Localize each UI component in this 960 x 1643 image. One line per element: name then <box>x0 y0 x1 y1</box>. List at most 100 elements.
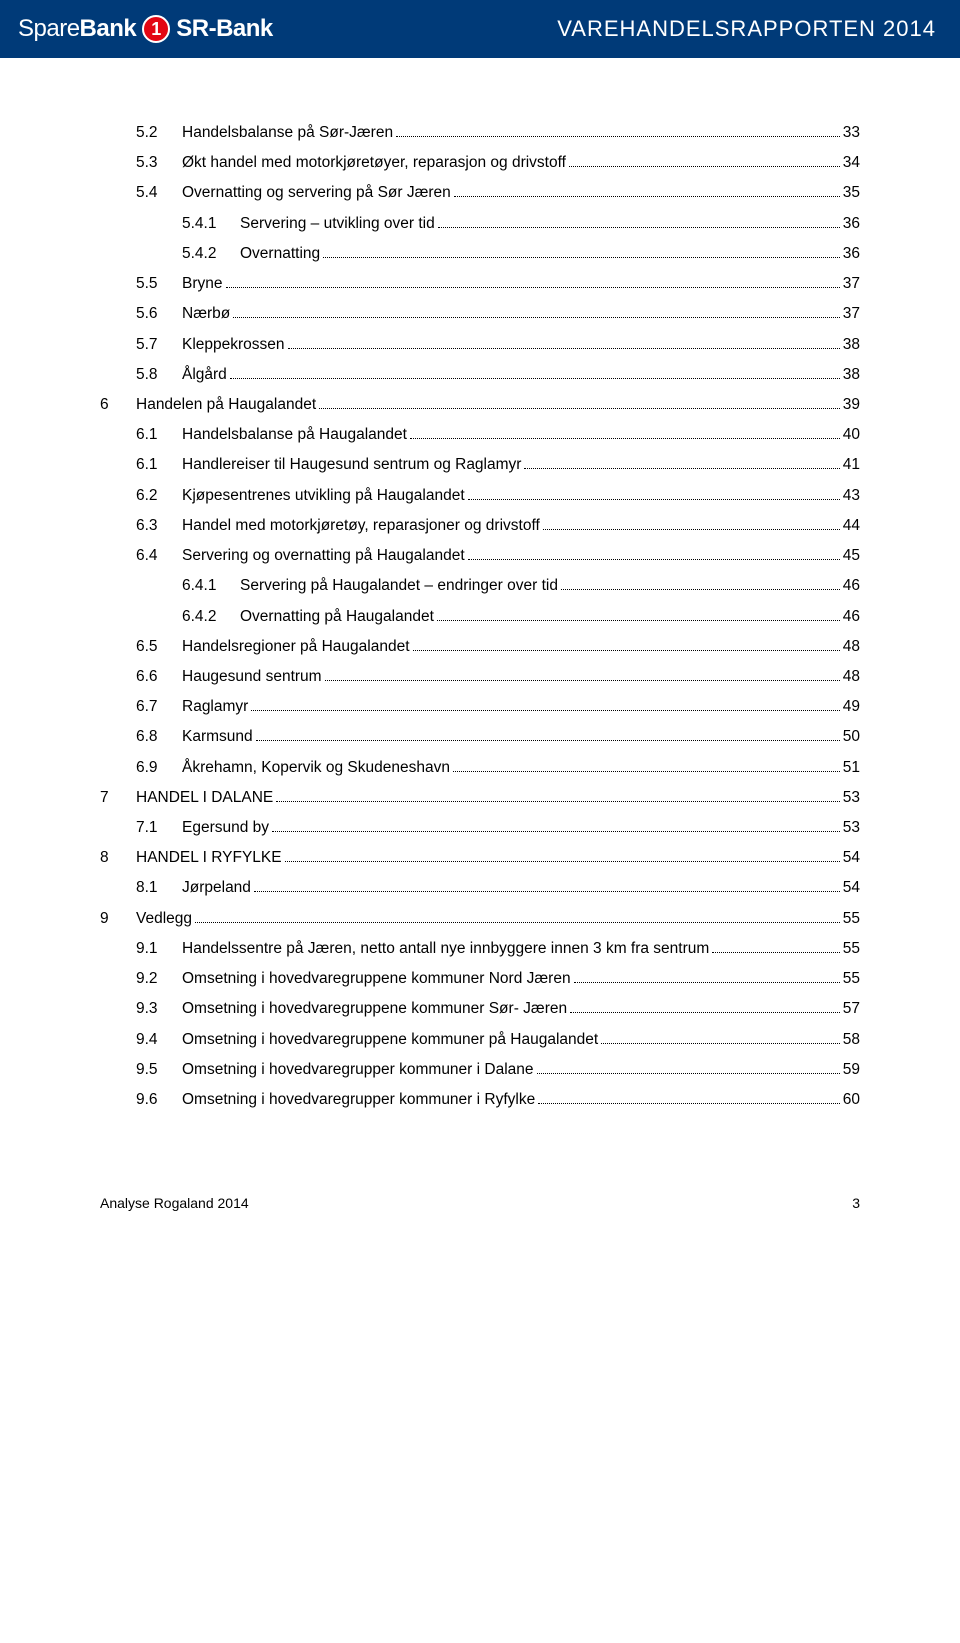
toc-number: 6.4 <box>136 541 182 571</box>
toc-number: 6.4.1 <box>182 571 240 601</box>
toc-leader-dots <box>601 1043 840 1044</box>
toc-title: Handelsbalanse på Sør-Jæren <box>182 118 393 148</box>
toc-page: 57 <box>843 994 860 1024</box>
toc-title: Handelssentre på Jæren, netto antall nye… <box>182 934 709 964</box>
toc-number: 9.2 <box>136 964 182 994</box>
toc-leader-dots <box>543 529 840 530</box>
toc-title: Vedlegg <box>136 904 192 934</box>
toc-leader-dots <box>561 589 840 590</box>
toc-title: Omsetning i hovedvaregrupper kommuner i … <box>182 1055 534 1085</box>
toc-title: Handlereiser til Haugesund sentrum og Ra… <box>182 450 521 480</box>
toc-page: 49 <box>843 692 860 722</box>
toc-entry: 6.2Kjøpesentrenes utvikling på Haugaland… <box>100 481 860 511</box>
toc-leader-dots <box>537 1073 840 1074</box>
toc-entry: 7.1Egersund by53 <box>100 813 860 843</box>
toc-number: 5.3 <box>136 148 182 178</box>
toc-page: 38 <box>843 360 860 390</box>
toc-leader-dots <box>325 680 840 681</box>
toc-entry: 6.1Handlereiser til Haugesund sentrum og… <box>100 450 860 480</box>
toc-entry: 8HANDEL I RYFYLKE54 <box>100 843 860 873</box>
toc-number: 6.4.2 <box>182 602 240 632</box>
toc-title: Omsetning i hovedvaregrupper kommuner i … <box>182 1085 535 1115</box>
toc-entry: 6.6Haugesund sentrum48 <box>100 662 860 692</box>
toc-title: Overnatting og servering på Sør Jæren <box>182 178 451 208</box>
footer-left: Analyse Rogaland 2014 <box>100 1195 249 1211</box>
page-footer: Analyse Rogaland 2014 3 <box>0 1155 960 1241</box>
toc-title: Omsetning i hovedvaregruppene kommuner N… <box>182 964 571 994</box>
toc-leader-dots <box>570 1012 840 1013</box>
toc-number: 9.6 <box>136 1085 182 1115</box>
toc-title: Servering på Haugalandet – endringer ove… <box>240 571 558 601</box>
toc-title: Omsetning i hovedvaregruppene kommuner p… <box>182 1025 598 1055</box>
toc-number: 5.7 <box>136 330 182 360</box>
toc-number: 9.1 <box>136 934 182 964</box>
toc-page: 51 <box>843 753 860 783</box>
toc-number: 5.4.2 <box>182 239 240 269</box>
toc-title: HANDEL I RYFYLKE <box>136 843 282 873</box>
toc-number: 5.5 <box>136 269 182 299</box>
toc-number: 6.5 <box>136 632 182 662</box>
toc-entry: 9.5Omsetning i hovedvaregrupper kommuner… <box>100 1055 860 1085</box>
toc-page: 43 <box>843 481 860 511</box>
toc-leader-dots <box>230 378 840 379</box>
toc-page: 36 <box>843 239 860 269</box>
toc-page: 58 <box>843 1025 860 1055</box>
toc-leader-dots <box>712 952 839 953</box>
toc-page: 55 <box>843 904 860 934</box>
toc-title: Omsetning i hovedvaregruppene kommuner S… <box>182 994 567 1024</box>
toc-page: 33 <box>843 118 860 148</box>
toc-leader-dots <box>226 287 840 288</box>
toc-number: 6.3 <box>136 511 182 541</box>
toc-entry: 9.2Omsetning i hovedvaregruppene kommune… <box>100 964 860 994</box>
toc-title: Handelen på Haugalandet <box>136 390 316 420</box>
toc-leader-dots <box>256 740 840 741</box>
toc-entry: 5.7Kleppekrossen38 <box>100 330 860 360</box>
toc-number: 7 <box>100 783 136 813</box>
toc-number: 5.6 <box>136 299 182 329</box>
toc-page: 48 <box>843 632 860 662</box>
toc-number: 6.8 <box>136 722 182 752</box>
toc-leader-dots <box>276 801 840 802</box>
toc-page: 39 <box>843 390 860 420</box>
toc-leader-dots <box>413 650 840 651</box>
toc-title: Karmsund <box>182 722 253 752</box>
toc-page: 41 <box>843 450 860 480</box>
toc-page: 36 <box>843 209 860 239</box>
toc-number: 6.1 <box>136 420 182 450</box>
brand-logo: SpareBank 1 SR-Bank <box>18 15 273 43</box>
toc-title: Haugesund sentrum <box>182 662 322 692</box>
toc-number: 6 <box>100 390 136 420</box>
toc-page: 54 <box>843 873 860 903</box>
toc-number: 8.1 <box>136 873 182 903</box>
toc-title: Bryne <box>182 269 223 299</box>
toc-title: Ålgård <box>182 360 227 390</box>
toc-number: 8 <box>100 843 136 873</box>
toc-leader-dots <box>195 922 840 923</box>
toc-page: 35 <box>843 178 860 208</box>
toc-title: Overnatting <box>240 239 320 269</box>
toc-entry: 6.1Handelsbalanse på Haugalandet40 <box>100 420 860 450</box>
toc-number: 5.2 <box>136 118 182 148</box>
footer-page-number: 3 <box>852 1195 860 1211</box>
toc-entry: 9.1Handelssentre på Jæren, netto antall … <box>100 934 860 964</box>
toc-leader-dots <box>410 438 840 439</box>
toc-number: 6.2 <box>136 481 182 511</box>
toc-leader-dots <box>233 317 840 318</box>
toc-page: 46 <box>843 602 860 632</box>
logo-one-icon: 1 <box>142 15 170 43</box>
toc-page: 44 <box>843 511 860 541</box>
toc-number: 9 <box>100 904 136 934</box>
toc-page: 60 <box>843 1085 860 1115</box>
toc-title: Handelsregioner på Haugalandet <box>182 632 410 662</box>
toc-title: Kjøpesentrenes utvikling på Haugalandet <box>182 481 465 511</box>
toc-entry: 6.9Åkrehamn, Kopervik og Skudeneshavn51 <box>100 753 860 783</box>
toc-leader-dots <box>254 891 840 892</box>
toc-page: 38 <box>843 330 860 360</box>
toc-leader-dots <box>438 227 840 228</box>
report-title: VAREHANDELSRAPPORTEN 2014 <box>557 16 936 42</box>
toc-entry: 7HANDEL I DALANE53 <box>100 783 860 813</box>
toc-container: 5.2Handelsbalanse på Sør-Jæren335.3Økt h… <box>0 58 960 1155</box>
toc-leader-dots <box>574 982 840 983</box>
toc-leader-dots <box>319 408 840 409</box>
toc-page: 45 <box>843 541 860 571</box>
